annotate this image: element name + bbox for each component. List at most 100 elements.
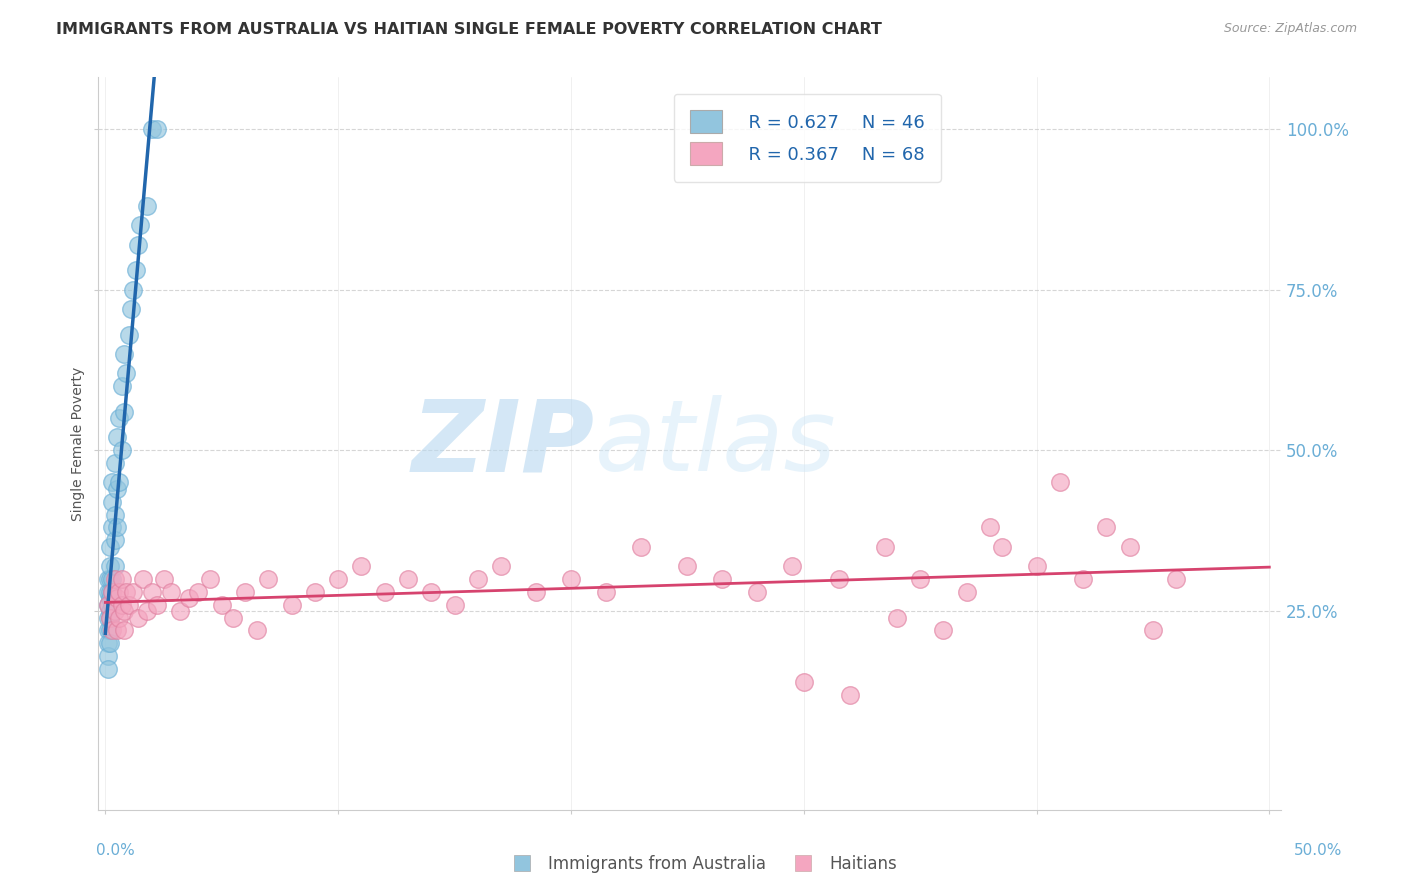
Point <box>101 495 124 509</box>
Point <box>111 443 134 458</box>
Point <box>105 482 128 496</box>
Text: IMMIGRANTS FROM AUSTRALIA VS HAITIAN SINGLE FEMALE POVERTY CORRELATION CHART: IMMIGRANTS FROM AUSTRALIA VS HAITIAN SIN… <box>56 22 882 37</box>
Point <box>1095 520 1118 534</box>
Point <box>104 508 127 522</box>
Point <box>111 598 134 612</box>
Point <box>104 456 127 470</box>
Point <box>630 540 652 554</box>
Point <box>112 405 135 419</box>
Point <box>98 540 121 554</box>
Point <box>145 598 167 612</box>
Point <box>115 366 138 380</box>
Point <box>304 584 326 599</box>
Point <box>145 121 167 136</box>
Point <box>112 624 135 638</box>
Point <box>711 572 734 586</box>
Point <box>328 572 350 586</box>
Point <box>875 540 897 554</box>
Point <box>117 598 139 612</box>
Point <box>780 559 803 574</box>
Point <box>932 624 955 638</box>
Point <box>676 559 699 574</box>
Text: 50.0%: 50.0% <box>1295 843 1343 858</box>
Point <box>101 584 124 599</box>
Point <box>115 584 138 599</box>
Point <box>104 533 127 548</box>
Point <box>956 584 979 599</box>
Point <box>97 610 120 624</box>
Point <box>97 636 120 650</box>
Point <box>97 624 120 638</box>
Point <box>1025 559 1047 574</box>
Point <box>136 604 159 618</box>
Point <box>105 591 128 606</box>
Point <box>98 624 121 638</box>
Point <box>108 411 131 425</box>
Point <box>152 572 174 586</box>
Point <box>443 598 465 612</box>
Point <box>101 475 124 490</box>
Point <box>97 598 120 612</box>
Legend:   R = 0.627    N = 46,   R = 0.367    N = 68: R = 0.627 N = 46, R = 0.367 N = 68 <box>673 94 941 182</box>
Point <box>108 475 131 490</box>
Point <box>1118 540 1140 554</box>
Point <box>169 604 191 618</box>
Point <box>141 584 163 599</box>
Text: Source: ZipAtlas.com: Source: ZipAtlas.com <box>1223 22 1357 36</box>
Point <box>101 584 124 599</box>
Point <box>886 610 908 624</box>
Point <box>136 199 159 213</box>
Point <box>350 559 373 574</box>
Point <box>111 379 134 393</box>
Point <box>187 584 209 599</box>
Point <box>105 520 128 534</box>
Point <box>1166 572 1188 586</box>
Point <box>122 584 145 599</box>
Y-axis label: Single Female Poverty: Single Female Poverty <box>72 367 86 521</box>
Point <box>108 610 131 624</box>
Point <box>141 121 163 136</box>
Point <box>101 624 124 638</box>
Point <box>120 301 142 316</box>
Point <box>489 559 512 574</box>
Point <box>1142 624 1164 638</box>
Point <box>131 572 153 586</box>
Point <box>129 219 152 233</box>
Text: atlas: atlas <box>595 395 837 492</box>
Point <box>467 572 489 586</box>
Point <box>98 610 121 624</box>
Point <box>127 237 149 252</box>
Point <box>112 604 135 618</box>
Point <box>104 604 127 618</box>
Point <box>524 584 547 599</box>
Point <box>98 604 121 618</box>
Point <box>104 572 127 586</box>
Point <box>97 598 120 612</box>
Point <box>793 674 815 689</box>
Point <box>374 584 396 599</box>
Point <box>198 572 221 586</box>
Point <box>98 559 121 574</box>
Point <box>1071 572 1094 586</box>
Point <box>101 598 124 612</box>
Text: ZIP: ZIP <box>412 395 595 492</box>
Point <box>97 572 120 586</box>
Point <box>211 598 233 612</box>
Point <box>112 347 135 361</box>
Point <box>839 688 862 702</box>
Text: 0.0%: 0.0% <box>96 843 135 858</box>
Point <box>257 572 280 586</box>
Point <box>747 584 769 599</box>
Point <box>122 283 145 297</box>
Point <box>117 327 139 342</box>
Point <box>908 572 931 586</box>
Point <box>827 572 849 586</box>
Point <box>222 610 245 624</box>
Point <box>979 520 1001 534</box>
Point <box>97 662 120 676</box>
Point <box>1049 475 1071 490</box>
Point <box>101 572 124 586</box>
Point <box>280 598 302 612</box>
Point <box>111 572 134 586</box>
Point <box>560 572 582 586</box>
